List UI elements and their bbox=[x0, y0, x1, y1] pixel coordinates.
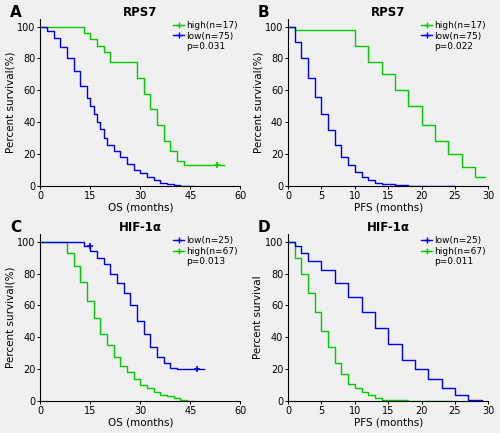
Y-axis label: Percent survival: Percent survival bbox=[254, 276, 264, 359]
X-axis label: OS (months): OS (months) bbox=[108, 417, 173, 427]
Text: A: A bbox=[10, 5, 22, 20]
Title: HIF-1α: HIF-1α bbox=[366, 221, 410, 234]
Y-axis label: Percent survival(%): Percent survival(%) bbox=[254, 52, 264, 153]
Title: RPS7: RPS7 bbox=[123, 6, 158, 19]
Text: C: C bbox=[10, 220, 22, 235]
Legend: high(n=17), low(n=75), p=0.022: high(n=17), low(n=75), p=0.022 bbox=[420, 20, 486, 52]
Legend: low(n=25), high(n=67), p=0.011: low(n=25), high(n=67), p=0.011 bbox=[420, 236, 486, 267]
Y-axis label: Percent survival(%): Percent survival(%) bbox=[6, 267, 16, 368]
Text: D: D bbox=[258, 220, 270, 235]
X-axis label: PFS (months): PFS (months) bbox=[354, 202, 423, 212]
Legend: low(n=25), high(n=67), p=0.013: low(n=25), high(n=67), p=0.013 bbox=[172, 236, 238, 267]
Legend: high(n=17), low(n=75), p=0.031: high(n=17), low(n=75), p=0.031 bbox=[172, 20, 238, 52]
X-axis label: PFS (months): PFS (months) bbox=[354, 417, 423, 427]
Title: HIF-1α: HIF-1α bbox=[119, 221, 162, 234]
Title: RPS7: RPS7 bbox=[371, 6, 406, 19]
X-axis label: OS (months): OS (months) bbox=[108, 202, 173, 212]
Text: B: B bbox=[258, 5, 270, 20]
Y-axis label: Percent survival(%): Percent survival(%) bbox=[6, 52, 16, 153]
